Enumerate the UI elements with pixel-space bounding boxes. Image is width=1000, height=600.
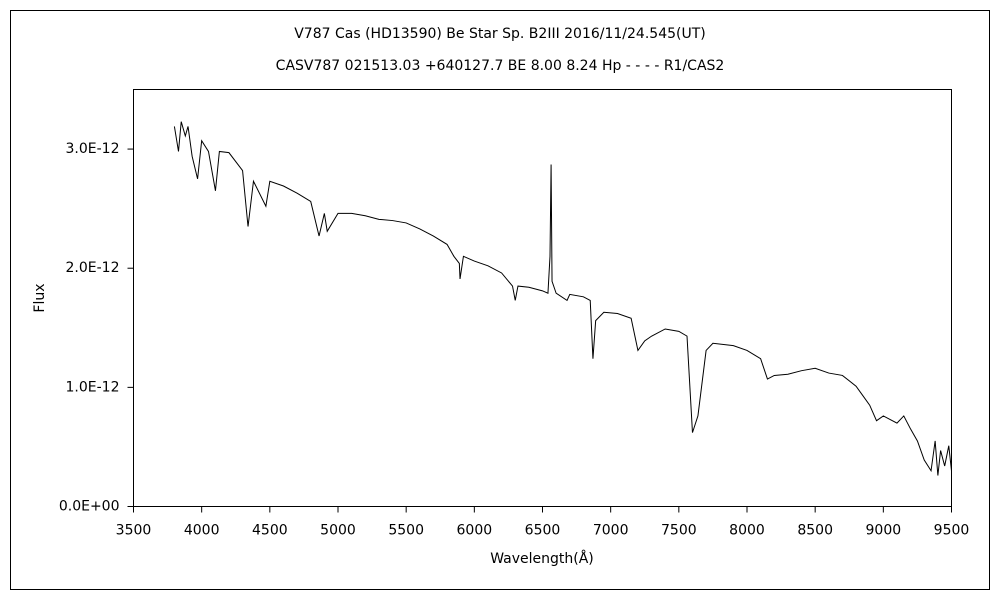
x-tick-label: 7000 bbox=[593, 523, 629, 539]
y-tick-label: 1.0E-12 bbox=[66, 379, 120, 395]
x-tick-label: 6500 bbox=[525, 523, 561, 539]
y-tick-label: 0.0E+00 bbox=[59, 499, 120, 515]
frame bbox=[10, 10, 990, 590]
y-tick-label: 2.0E-12 bbox=[66, 260, 120, 276]
x-tick-label: 7500 bbox=[661, 523, 697, 539]
x-tick-label: 9500 bbox=[934, 523, 970, 539]
x-tick-label: 5000 bbox=[320, 523, 356, 539]
x-tick-label: 4500 bbox=[252, 523, 288, 539]
x-tick-label: 9000 bbox=[866, 523, 902, 539]
x-tick-label: 8500 bbox=[797, 523, 833, 539]
x-tick-label: 8000 bbox=[729, 523, 765, 539]
y-axis-label: Flux bbox=[32, 283, 48, 312]
x-tick-label: 4000 bbox=[184, 523, 220, 539]
spectrum-line bbox=[173, 121, 952, 476]
x-tick-label: 3500 bbox=[116, 523, 152, 539]
chart-title: V787 Cas (HD13590) Be Star Sp. B2III 201… bbox=[294, 26, 706, 42]
chart-subtitle: CASV787 021513.03 +640127.7 BE 8.00 8.24… bbox=[276, 58, 725, 74]
y-tick-label: 3.0E-12 bbox=[66, 141, 120, 157]
plot-area bbox=[133, 89, 952, 507]
x-axis-label: Wavelength(Å) bbox=[490, 550, 594, 567]
x-tick-label: 6000 bbox=[457, 523, 493, 539]
x-tick-label: 5500 bbox=[388, 523, 424, 539]
